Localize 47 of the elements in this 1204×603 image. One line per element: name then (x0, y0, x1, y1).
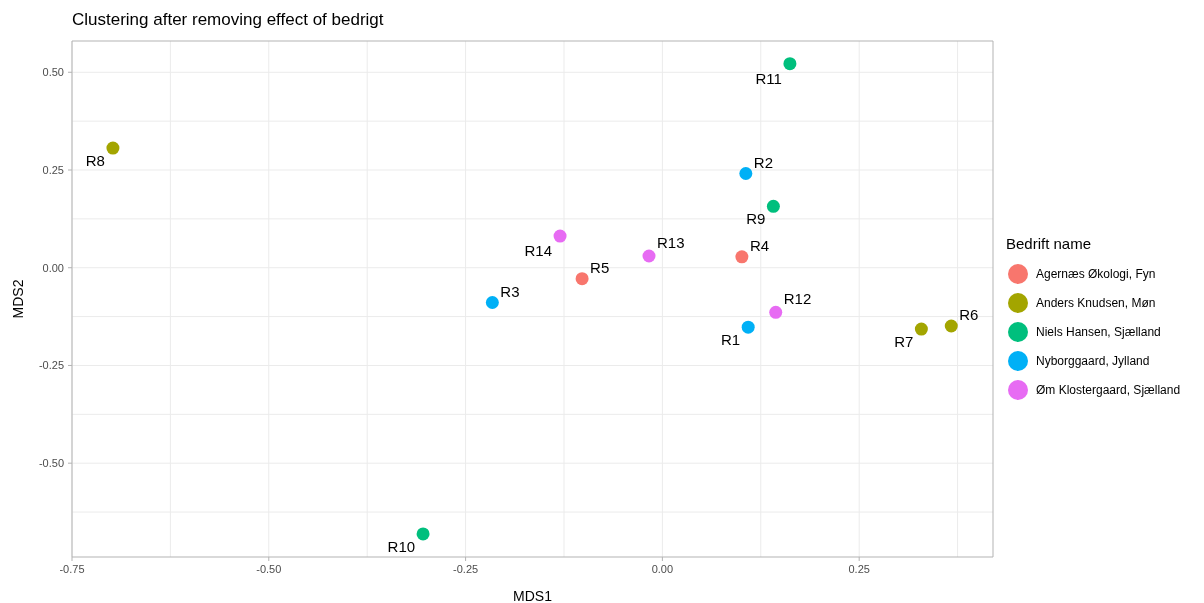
point (741, 320, 755, 334)
annotation: R13 (657, 234, 685, 251)
legend-title: Bedrift name (1006, 234, 1093, 252)
x-tick-label: 0.25 (848, 563, 870, 575)
annotation: R7 (894, 333, 914, 351)
y-axis-title: MDS2 (9, 279, 26, 319)
legend-label: Øm Klostergaard, Sjælland (1036, 383, 1181, 397)
annotation: R14 (524, 242, 553, 260)
point (914, 322, 928, 336)
annotation: R3 (500, 282, 520, 300)
point (485, 296, 499, 310)
y-tick-label: 0.00 (42, 261, 64, 274)
point (769, 305, 783, 319)
x-tick-label: -0.25 (453, 563, 479, 575)
legend-label: Nyborggaard, Jylland (1036, 354, 1150, 368)
x-tick-label: -0.50 (256, 563, 282, 575)
point (642, 249, 656, 263)
x-tick-label: 0.00 (651, 563, 674, 575)
y-tick-label: -0.50 (38, 457, 64, 470)
point (783, 57, 797, 71)
annotation: R9 (746, 210, 766, 228)
annotation: R10 (387, 537, 416, 555)
x-axis-title: MDS1 (513, 588, 553, 603)
annotation: R1 (721, 331, 741, 349)
y-tick-label: 0.25 (42, 164, 64, 176)
annotation: R5 (590, 258, 610, 276)
annotation: R11 (755, 69, 782, 87)
legend-label: Niels Hansen, Sjælland (1036, 325, 1161, 339)
point (739, 167, 753, 181)
point (735, 250, 749, 264)
annotation: R6 (959, 305, 979, 323)
legend-label: Agernæs Økologi, Fyn (1036, 267, 1156, 281)
annotation: R8 (85, 152, 105, 170)
legend-label: Anders Knudsen, Møn (1036, 296, 1156, 310)
point (416, 527, 430, 541)
point (553, 229, 567, 243)
chart-title: Clustering after removing effect of bedrigt (72, 10, 384, 30)
point (106, 141, 120, 155)
point (766, 199, 780, 213)
x-tick-label: -0.75 (59, 563, 85, 575)
annotation: R12 (783, 290, 812, 308)
point (575, 272, 589, 286)
y-tick-label: 0.50 (42, 66, 64, 79)
y-tick-label: -0.25 (38, 359, 64, 372)
annotation: R4 (749, 236, 770, 254)
annotation: R2 (753, 153, 774, 171)
point (944, 319, 958, 333)
